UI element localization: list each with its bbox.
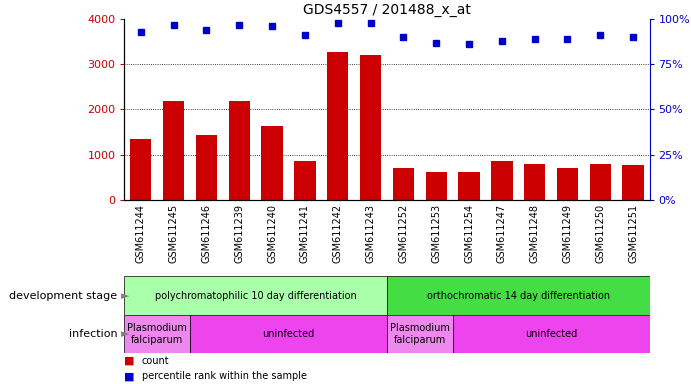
Text: orthochromatic 14 day differentiation: orthochromatic 14 day differentiation	[426, 291, 610, 301]
Text: polychromatophilic 10 day differentiation: polychromatophilic 10 day differentiatio…	[155, 291, 357, 301]
Text: ■: ■	[124, 356, 138, 366]
Bar	[426, 172, 447, 200]
Text: ►: ►	[121, 291, 129, 301]
Bar	[130, 139, 151, 200]
Bar	[387, 276, 650, 315]
Text: GSM611248: GSM611248	[530, 204, 540, 263]
Bar	[124, 315, 190, 353]
Text: development stage: development stage	[10, 291, 117, 301]
Text: Plasmodium
falciparum: Plasmodium falciparum	[390, 323, 450, 345]
Bar	[261, 126, 283, 200]
Text: GSM611247: GSM611247	[497, 204, 507, 263]
Text: infection: infection	[69, 329, 117, 339]
Text: uninfected: uninfected	[525, 329, 577, 339]
Bar	[229, 101, 250, 200]
Text: GSM611246: GSM611246	[202, 204, 211, 263]
Bar	[360, 55, 381, 200]
Text: GSM611250: GSM611250	[596, 204, 605, 263]
Text: GSM611252: GSM611252	[399, 204, 408, 263]
Bar	[196, 135, 217, 200]
Text: GSM611239: GSM611239	[234, 204, 244, 263]
Bar	[524, 164, 545, 200]
Text: GSM611241: GSM611241	[300, 204, 310, 263]
Text: GSM611244: GSM611244	[136, 204, 146, 263]
Bar	[458, 172, 480, 200]
Bar	[623, 165, 644, 200]
Bar	[327, 52, 348, 200]
Text: GSM611240: GSM611240	[267, 204, 277, 263]
Text: GSM611243: GSM611243	[366, 204, 375, 263]
Bar	[387, 315, 453, 353]
Bar	[163, 101, 184, 200]
Text: uninfected: uninfected	[263, 329, 314, 339]
Text: GSM611242: GSM611242	[333, 204, 343, 263]
Bar	[491, 161, 513, 200]
Bar	[294, 161, 316, 200]
Bar	[453, 315, 650, 353]
Text: GSM611245: GSM611245	[169, 204, 178, 263]
Title: GDS4557 / 201488_x_at: GDS4557 / 201488_x_at	[303, 3, 471, 17]
Bar	[190, 315, 387, 353]
Text: ►: ►	[121, 329, 129, 339]
Text: ■: ■	[124, 371, 138, 381]
Text: GSM611253: GSM611253	[431, 204, 441, 263]
Text: percentile rank within the sample: percentile rank within the sample	[142, 371, 307, 381]
Bar	[392, 168, 414, 200]
Text: count: count	[142, 356, 169, 366]
Bar	[557, 168, 578, 200]
Bar	[124, 276, 387, 315]
Bar	[589, 164, 611, 200]
Text: GSM611251: GSM611251	[628, 204, 638, 263]
Text: GSM611249: GSM611249	[562, 204, 572, 263]
Text: Plasmodium
falciparum: Plasmodium falciparum	[127, 323, 187, 345]
Text: GSM611254: GSM611254	[464, 204, 474, 263]
